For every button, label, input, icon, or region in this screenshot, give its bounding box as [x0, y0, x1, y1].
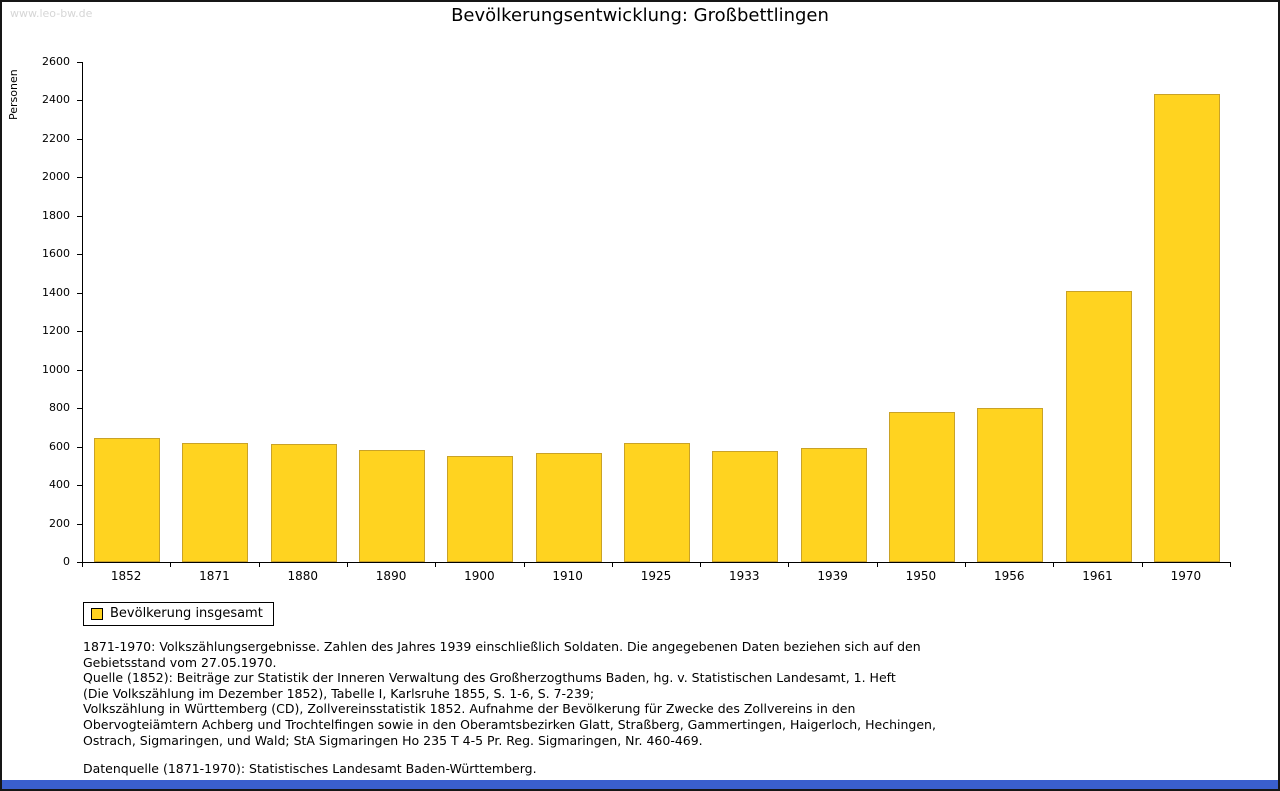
x-tick-label: 1880 [287, 569, 319, 583]
x-tick-mark [82, 563, 83, 567]
y-tick-label: 2600 [42, 55, 70, 68]
bar-1880 [270, 443, 337, 562]
legend: Bevölkerung insgesamt [83, 602, 274, 626]
y-tick-mark [77, 292, 82, 294]
bar-1890 [359, 449, 426, 562]
bar-1925 [624, 442, 690, 562]
y-tick-mark [77, 62, 82, 63]
legend-label: Bevölkerung insgesamt [110, 606, 263, 621]
footnote-line: Gebietsstand vom 27.05.1970. [83, 654, 277, 670]
bar-1871 [182, 442, 249, 562]
x-tick-mark [611, 563, 613, 567]
watermark: www.leo-bw.de [10, 7, 93, 20]
bar-1933 [712, 451, 779, 562]
y-tick-mark [77, 446, 82, 448]
footnote-line: Obervogteiämtern Achberg und Trochtelfin… [83, 716, 936, 732]
y-tick-mark [77, 215, 82, 217]
x-tick-label: 1910 [552, 569, 583, 583]
footnote-line: Quelle (1852): Beiträge zur Statistik de… [83, 670, 896, 686]
x-tick-mark [1230, 563, 1231, 567]
y-axis: 0 200 400 600 800 1000 1200 1400 1600 1800 2000 220… [2, 55, 82, 568]
y-tick-mark [77, 408, 82, 410]
x-tick-label: 1970 [1170, 569, 1202, 583]
y-tick-label: 0 [63, 555, 70, 568]
y-tick-label: 400 [49, 478, 70, 492]
footnote-line: Ostrach, Sigmaringen, und Wald; StA Sigm… [83, 732, 703, 748]
y-tick-label: 2400 [42, 93, 70, 107]
y-tick-label: 1800 [42, 208, 70, 222]
x-tick-mark [523, 563, 525, 567]
x-tick-mark [700, 563, 702, 567]
footnote-line: 1871-1970: Volkszählungsergebnisse. Zahl… [83, 639, 921, 654]
datasource-line: Datenquelle (1871-1970): Statistisches L… [83, 761, 537, 777]
y-tick-label: 600 [49, 439, 70, 453]
x-tick-label: 1961 [1082, 569, 1113, 583]
legend-swatch [91, 607, 103, 620]
bar-1910 [535, 453, 602, 562]
y-tick-mark [77, 485, 82, 487]
x-tick-mark [876, 563, 878, 567]
y-tick-mark [77, 369, 82, 371]
footnotes: 1871-1970: Volkszählungsergebnisse. Zahl… [83, 639, 963, 777]
chart-title: Bevölkerungsentwicklung: Großbettlingen [451, 5, 829, 26]
y-tick-mark [77, 562, 82, 563]
x-tick-mark [346, 563, 348, 567]
y-tick-mark [77, 138, 82, 140]
y-tick-label: 2200 [42, 131, 70, 145]
x-tick-mark [1053, 563, 1055, 567]
bar-1970 [1153, 93, 1220, 562]
x-tick-label: 1852 [110, 569, 142, 583]
x-tick-mark [1141, 563, 1143, 567]
y-tick-label: 2000 [42, 170, 70, 184]
x-tick-label: 1925 [640, 569, 672, 583]
x-tick-label: 1933 [729, 569, 760, 583]
footnote-line: Volkszählung in Württemberg (CD), Zollve… [83, 701, 856, 717]
y-tick-label: 1200 [42, 324, 70, 338]
y-tick-label: 1400 [42, 285, 70, 299]
y-tick-label: 1600 [42, 247, 70, 261]
bar-1950 [888, 412, 955, 562]
x-tick-mark [170, 563, 172, 567]
x-tick-mark [258, 563, 260, 567]
bar-1956 [977, 408, 1044, 562]
x-tick-label: 1950 [905, 569, 937, 583]
x-tick-mark [435, 563, 437, 567]
y-tick-mark [77, 100, 82, 102]
y-tick-mark [77, 331, 82, 333]
y-tick-label: 1000 [42, 362, 70, 376]
x-tick-label: 1900 [464, 569, 495, 583]
x-axis: 1852 1871 1880 1890 1900 1910 1925 1933 1939 1950… [82, 563, 1231, 587]
x-tick-label: 1871 [199, 569, 230, 583]
x-tick-label: 1956 [993, 569, 1025, 583]
y-tick-mark [77, 177, 82, 179]
footnote-line: (Die Volkszählung im Dezember 1852), Tab… [83, 685, 595, 701]
x-tick-label: 1890 [375, 569, 407, 583]
y-tick-label: 800 [49, 401, 70, 415]
y-tick-mark [77, 523, 82, 525]
x-tick-mark [965, 563, 967, 567]
bar-1852 [94, 437, 161, 562]
y-tick-mark [77, 254, 82, 256]
bottom-blue-bar [2, 780, 1278, 789]
plot-area [82, 62, 1231, 563]
x-tick-label: 1939 [817, 569, 848, 583]
bar-1900 [447, 456, 514, 562]
y-tick-label: 200 [49, 516, 70, 530]
bar-1961 [1065, 290, 1132, 562]
x-tick-mark [788, 563, 790, 567]
footnote-lines: 1871-1970: Volkszählungsergebnisse. Zahl… [83, 639, 963, 748]
bar-1939 [800, 447, 867, 562]
